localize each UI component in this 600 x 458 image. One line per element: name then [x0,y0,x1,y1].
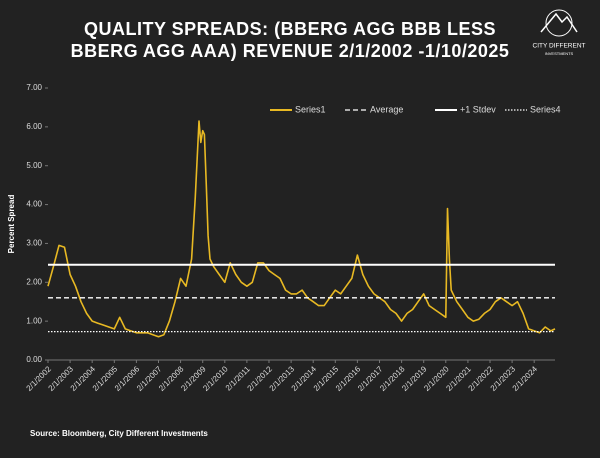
y-tick-label: 6.00 [26,122,42,131]
legend-label: Average [370,104,403,114]
y-axis-label: Percent Spread [7,195,16,254]
source: Source: Bloomberg, City Different Invest… [30,429,208,438]
legend-label: +1 Stdev [460,104,496,114]
logo-icon [540,12,578,33]
y-tick-label: 4.00 [26,200,42,209]
y-tick-label: 7.00 [26,83,42,92]
legend-label: Series1 [295,104,326,114]
y-tick-label: 1.00 [26,316,42,325]
series-line [47,120,556,338]
y-tick-label: 0.00 [26,355,42,364]
y-tick-label: 3.00 [26,239,42,248]
y-tick-label: 5.00 [26,161,42,170]
x-tick-label: 2/1/2024 [511,364,540,393]
logo-tagline: INVESTMENTS [545,51,574,56]
logo-ring [545,9,573,37]
logo-name: CITY DIFFERENT [533,43,586,50]
y-tick-label: 2.00 [26,277,42,286]
legend-label: Series4 [530,104,561,114]
chart-title: QUALITY SPREADS: (BBERG AGG BBB LESS BBE… [70,19,510,61]
